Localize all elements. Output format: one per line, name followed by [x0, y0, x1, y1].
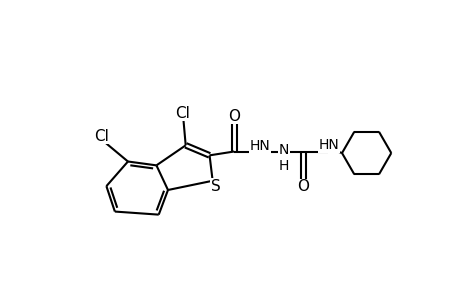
Text: Cl: Cl: [94, 129, 109, 144]
Text: N
H: N H: [279, 142, 289, 173]
Text: O: O: [228, 109, 240, 124]
Text: O: O: [297, 179, 309, 194]
Text: HN: HN: [318, 138, 339, 152]
Text: S: S: [210, 178, 220, 194]
Text: Cl: Cl: [175, 106, 190, 121]
Text: HN: HN: [249, 139, 269, 153]
